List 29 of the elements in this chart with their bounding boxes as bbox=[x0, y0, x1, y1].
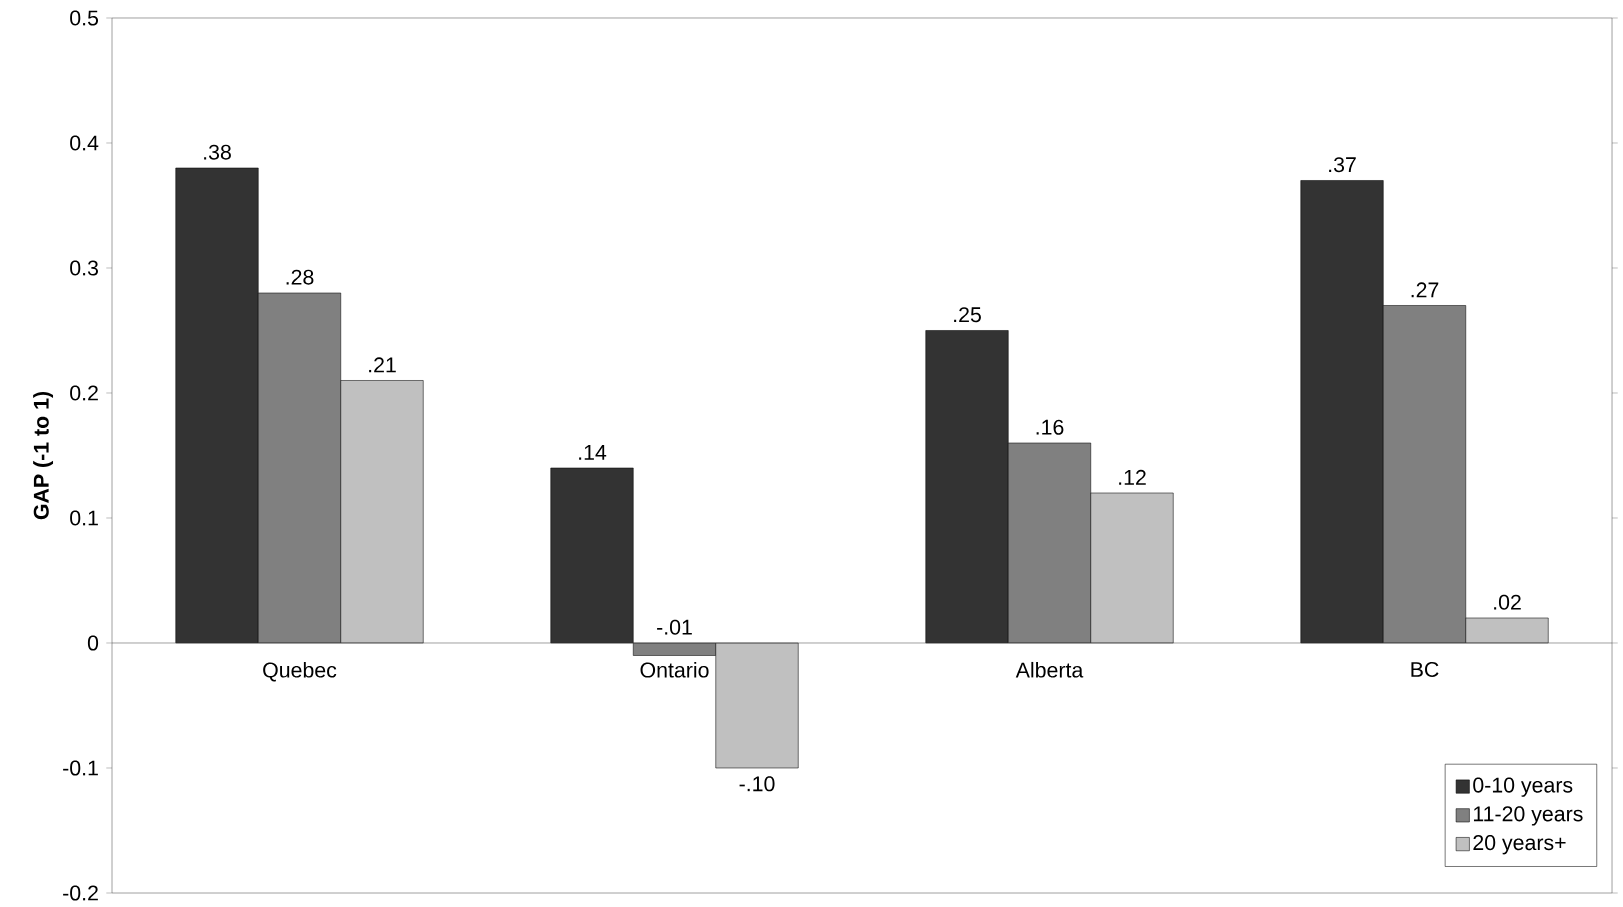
y-tick-label: 0.4 bbox=[70, 135, 99, 151]
data-label: -.10 bbox=[739, 776, 775, 792]
data-label: .25 bbox=[954, 307, 981, 323]
x-tick-label: Quebec bbox=[263, 661, 337, 682]
y-tick-label: 0 bbox=[87, 635, 99, 651]
y-tick-label: 0.1 bbox=[70, 510, 98, 526]
legend-label: 20 years+ bbox=[1473, 835, 1566, 855]
legend-label: 0-10 years bbox=[1473, 777, 1573, 797]
x-tick-label: Alberta bbox=[1015, 661, 1084, 678]
y-tick-label: -0.1 bbox=[63, 760, 98, 776]
y-tick-label: 0.3 bbox=[70, 260, 98, 276]
data-label: .14 bbox=[579, 445, 607, 460]
data-label: .02 bbox=[1494, 594, 1521, 610]
data-label: .27 bbox=[1411, 282, 1439, 298]
data-label: .37 bbox=[1329, 157, 1356, 173]
y-tick-label: -0.2 bbox=[63, 885, 98, 901]
data-label: .28 bbox=[286, 269, 314, 285]
legend-label: 11-20 years bbox=[1473, 806, 1583, 826]
bar bbox=[550, 467, 634, 644]
x-tick-label: BC bbox=[1411, 661, 1439, 678]
data-label: -.01 bbox=[657, 619, 692, 635]
data-label: .38 bbox=[204, 144, 231, 160]
x-tick-label: Ontario bbox=[640, 661, 709, 678]
data-label: .16 bbox=[1036, 419, 1064, 435]
data-label: .21 bbox=[369, 357, 396, 373]
y-tick-label: 0.5 bbox=[70, 10, 99, 26]
data-label: .12 bbox=[1119, 469, 1146, 485]
y-axis-title: GAP (-1 to 1) bbox=[33, 391, 54, 520]
y-tick-label: 0.2 bbox=[70, 385, 98, 401]
